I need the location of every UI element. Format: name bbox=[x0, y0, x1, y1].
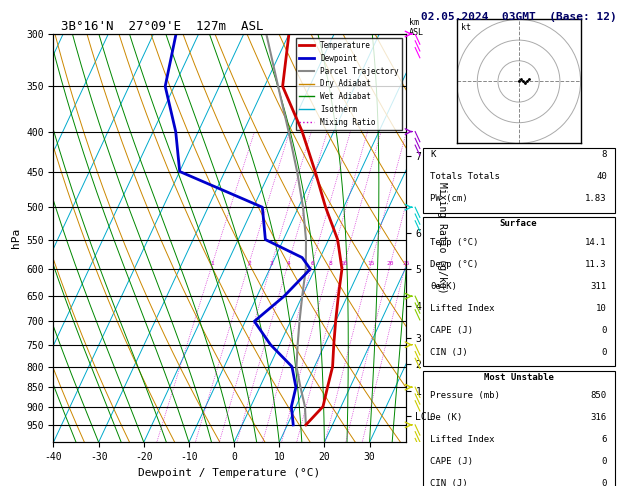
Text: Surface: Surface bbox=[500, 219, 537, 228]
Legend: Temperature, Dewpoint, Parcel Trajectory, Dry Adiabat, Wet Adiabat, Isotherm, Mi: Temperature, Dewpoint, Parcel Trajectory… bbox=[296, 38, 402, 130]
Text: CAPE (J): CAPE (J) bbox=[430, 457, 474, 467]
Text: 0: 0 bbox=[601, 326, 607, 334]
Text: θe(K): θe(K) bbox=[430, 282, 457, 291]
Text: 11.3: 11.3 bbox=[586, 260, 607, 269]
Text: kt: kt bbox=[461, 23, 470, 32]
Text: CIN (J): CIN (J) bbox=[430, 479, 468, 486]
Text: 10: 10 bbox=[341, 261, 348, 266]
Text: 02.05.2024  03GMT  (Base: 12): 02.05.2024 03GMT (Base: 12) bbox=[421, 12, 617, 22]
Text: 311: 311 bbox=[591, 282, 607, 291]
Text: 10: 10 bbox=[596, 304, 607, 312]
Text: 850: 850 bbox=[591, 391, 607, 400]
Text: Dewp (°C): Dewp (°C) bbox=[430, 260, 479, 269]
Text: 14.1: 14.1 bbox=[586, 238, 607, 247]
Text: 1.83: 1.83 bbox=[586, 194, 607, 203]
Text: 6: 6 bbox=[311, 261, 314, 266]
Text: 8: 8 bbox=[601, 150, 607, 159]
Text: 3: 3 bbox=[270, 261, 274, 266]
Text: 0: 0 bbox=[601, 347, 607, 357]
Text: 1: 1 bbox=[211, 261, 214, 266]
Text: 20: 20 bbox=[387, 261, 394, 266]
Text: 6: 6 bbox=[601, 435, 607, 444]
Y-axis label: hPa: hPa bbox=[11, 228, 21, 248]
Bar bbox=[423, 148, 615, 212]
Text: 25: 25 bbox=[403, 261, 409, 266]
Text: Lifted Index: Lifted Index bbox=[430, 304, 495, 312]
Text: 2: 2 bbox=[247, 261, 251, 266]
Text: 15: 15 bbox=[367, 261, 375, 266]
Text: CAPE (J): CAPE (J) bbox=[430, 326, 474, 334]
Text: Lifted Index: Lifted Index bbox=[430, 435, 495, 444]
Text: K: K bbox=[430, 150, 436, 159]
Text: 8: 8 bbox=[328, 261, 332, 266]
Text: 3B°16'N  27°09'E  127m  ASL: 3B°16'N 27°09'E 127m ASL bbox=[60, 20, 263, 33]
Text: PW (cm): PW (cm) bbox=[430, 194, 468, 203]
Text: θe (K): θe (K) bbox=[430, 414, 462, 422]
Text: 316: 316 bbox=[591, 414, 607, 422]
X-axis label: Dewpoint / Temperature (°C): Dewpoint / Temperature (°C) bbox=[138, 468, 321, 478]
Text: 0: 0 bbox=[601, 479, 607, 486]
Text: Totals Totals: Totals Totals bbox=[430, 172, 500, 181]
Text: Pressure (mb): Pressure (mb) bbox=[430, 391, 500, 400]
Text: km
ASL: km ASL bbox=[409, 17, 424, 37]
Text: 40: 40 bbox=[596, 172, 607, 181]
Text: Most Unstable: Most Unstable bbox=[484, 373, 554, 382]
Text: 4: 4 bbox=[286, 261, 290, 266]
Y-axis label: Mixing Ratio (g/kg): Mixing Ratio (g/kg) bbox=[437, 182, 447, 294]
Text: Temp (°C): Temp (°C) bbox=[430, 238, 479, 247]
Bar bbox=[423, 371, 615, 486]
Text: 0: 0 bbox=[601, 457, 607, 467]
Bar bbox=[423, 217, 615, 366]
Text: CIN (J): CIN (J) bbox=[430, 347, 468, 357]
